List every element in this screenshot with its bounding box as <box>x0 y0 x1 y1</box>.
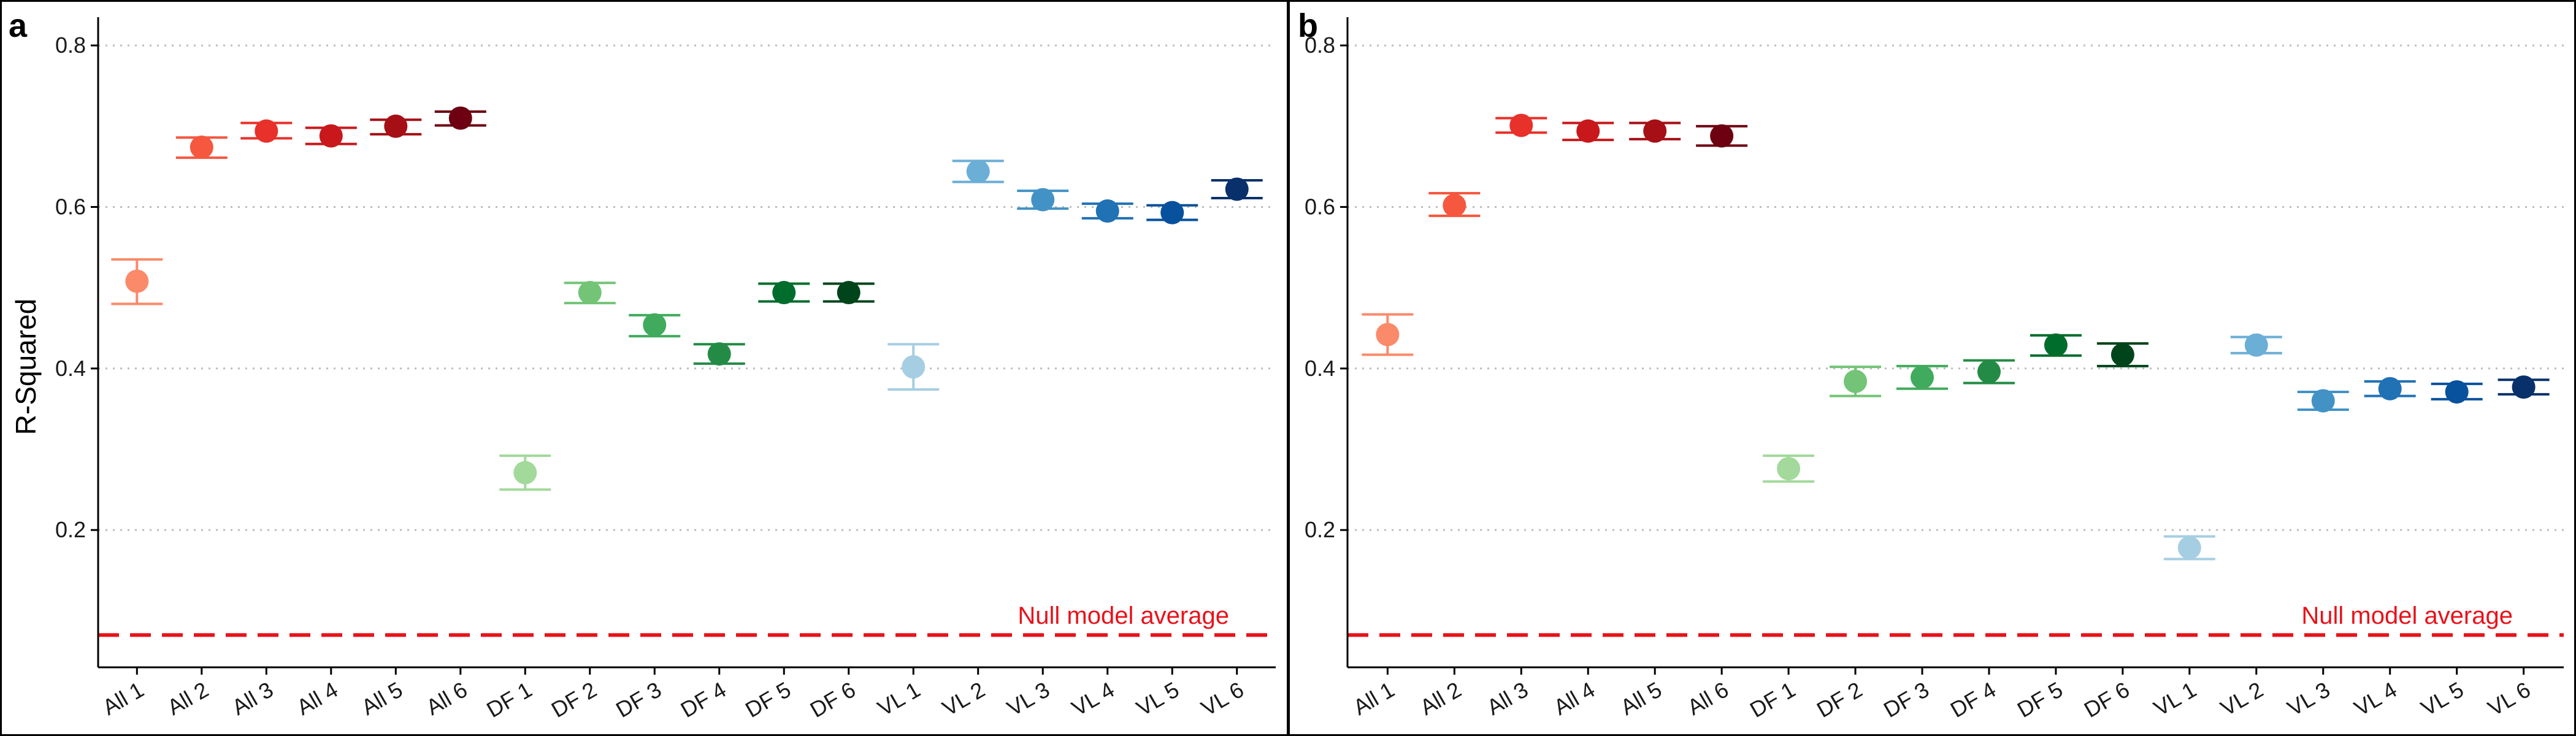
data-point <box>966 159 990 183</box>
data-point-group <box>240 119 293 143</box>
data-point <box>1911 366 1934 389</box>
data-point <box>1160 201 1184 224</box>
y-tick-label: 0.8 <box>55 33 86 58</box>
data-point-group <box>499 454 551 491</box>
data-point <box>2110 343 2134 367</box>
data-point <box>1443 193 1466 217</box>
data-point <box>1509 113 1533 137</box>
y-axis-label-a: R-Squared <box>10 299 42 435</box>
data-point-group <box>2230 333 2282 357</box>
data-point-group <box>1763 454 1815 483</box>
y-tick-label: 0.4 <box>1305 356 1335 381</box>
null-model-label-b: Null model average <box>2301 602 2513 629</box>
data-point-group <box>1896 364 1949 390</box>
data-point-group <box>2030 333 2082 357</box>
panel-b-border <box>1288 0 2576 736</box>
data-point <box>1376 323 1400 347</box>
data-point-group <box>2096 342 2149 367</box>
null-model-label-a: Null model average <box>1018 602 1229 629</box>
data-point-group <box>305 124 357 148</box>
y-tick-label: 0.6 <box>1305 194 1335 219</box>
data-point <box>2445 380 2469 404</box>
data-point-group <box>629 313 681 338</box>
data-point-group <box>2163 535 2215 561</box>
data-point-group <box>1562 119 1614 143</box>
data-marks-a <box>111 106 1263 491</box>
data-point <box>2177 536 2201 560</box>
data-point <box>1031 188 1055 212</box>
data-point <box>837 281 861 305</box>
data-point-group <box>1362 313 1414 356</box>
y-tick-label: 0.2 <box>55 517 86 542</box>
data-point <box>643 313 667 337</box>
data-point-group <box>2431 380 2483 404</box>
data-point <box>707 342 731 366</box>
data-point <box>319 124 343 148</box>
data-point <box>255 119 278 143</box>
data-point-group <box>111 258 163 305</box>
panel-a-border <box>0 0 1289 736</box>
data-point-group <box>434 106 486 130</box>
data-point <box>2311 389 2335 413</box>
data-point-group <box>1629 119 1681 143</box>
data-point <box>1777 457 1801 481</box>
data-point <box>2378 377 2402 401</box>
data-point-group <box>2497 375 2550 399</box>
y-tick-label: 0.8 <box>1305 33 1335 58</box>
data-point <box>578 281 602 305</box>
data-point <box>1576 119 1600 143</box>
data-point-group <box>1963 359 2015 385</box>
data-point <box>1643 119 1667 143</box>
data-point-group <box>758 281 810 305</box>
data-point-group <box>822 281 875 305</box>
data-point-group <box>1146 201 1198 224</box>
y-tick-label: 0.2 <box>1305 517 1335 542</box>
data-point-group <box>1495 113 1547 137</box>
data-point <box>772 281 796 305</box>
data-point <box>1977 360 2001 384</box>
data-point-group <box>175 136 228 159</box>
data-point <box>190 136 213 159</box>
data-point <box>2244 333 2268 357</box>
data-marks-b <box>1362 113 2550 561</box>
data-point-group <box>1696 124 1748 148</box>
data-point <box>448 106 472 130</box>
data-point-group <box>952 159 1004 183</box>
data-point <box>384 114 408 138</box>
data-point-group <box>1211 177 1263 201</box>
data-point-group <box>1081 199 1133 223</box>
data-point <box>902 355 926 379</box>
panel-a-letter: a <box>9 7 28 44</box>
gridlines-a <box>98 44 1276 531</box>
data-point-group <box>1830 366 1882 397</box>
data-point <box>1710 124 1734 148</box>
data-point-group <box>1428 192 1481 217</box>
data-point <box>2044 333 2068 357</box>
data-point-group <box>2364 377 2416 401</box>
y-tick-label: 0.6 <box>55 194 86 219</box>
data-point <box>1225 177 1249 201</box>
panel-b-letter: b <box>1298 7 1318 44</box>
data-point-group <box>887 343 940 391</box>
data-point <box>1844 369 1868 393</box>
data-point-group <box>564 281 616 305</box>
data-point <box>1095 199 1119 223</box>
data-point-group <box>1017 188 1069 212</box>
data-point <box>2512 375 2536 399</box>
y-tick-label: 0.4 <box>55 356 86 381</box>
data-point <box>513 461 537 485</box>
data-point-group <box>2297 389 2349 413</box>
data-point-group <box>370 114 422 138</box>
data-point-group <box>693 342 745 366</box>
data-point <box>125 269 149 293</box>
